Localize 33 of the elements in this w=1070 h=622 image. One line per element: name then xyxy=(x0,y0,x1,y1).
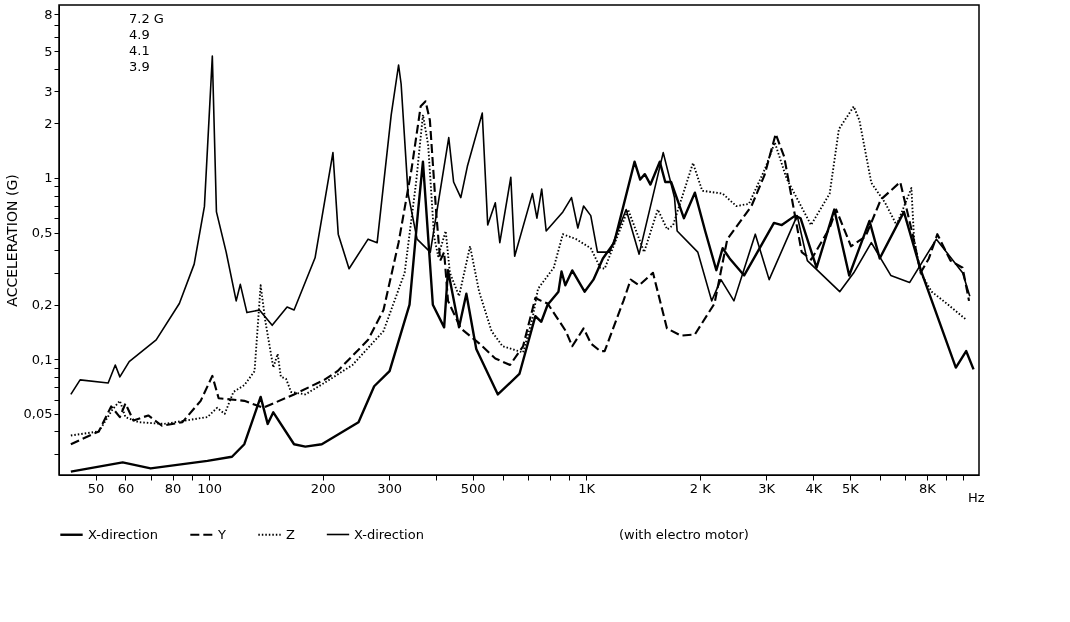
x-tick-label: 2 K xyxy=(689,480,712,496)
x-tick-label: 8K xyxy=(918,480,937,496)
annotation: 4.1 xyxy=(129,43,150,58)
x-axis-title: Hz xyxy=(967,489,985,505)
y-tick-label: 0,1 xyxy=(31,351,53,367)
x-tick-label: 300 xyxy=(377,480,402,496)
y-tick-label: 5 xyxy=(44,43,53,59)
x-tick-label: 50 xyxy=(87,480,105,496)
y-tick-label: 0,05 xyxy=(23,406,53,422)
y-axis-title: ACCELERATION (G) xyxy=(3,174,20,307)
y-tick-label: 2 xyxy=(44,115,53,131)
y-tick-label: 3 xyxy=(44,84,53,99)
legend-label: Y xyxy=(217,526,226,542)
y-tick-label: 8 xyxy=(44,6,53,22)
x-tick-label: 100 xyxy=(197,480,222,496)
text: (with electro motor) xyxy=(619,527,749,542)
legend-label: Z xyxy=(286,526,295,542)
legend-label: X-direction xyxy=(354,526,424,542)
x-tick-label: 60 xyxy=(117,480,135,496)
y-tick-label: 0,5 xyxy=(31,225,53,241)
x-tick-label: 5K xyxy=(841,480,860,496)
x-tick-label: 3K xyxy=(758,480,776,496)
y-tick-label: 1 xyxy=(44,170,53,186)
annotation: 4.9 xyxy=(129,27,150,42)
annotation: 7.2 G xyxy=(129,11,164,26)
annotation: 3.9 xyxy=(129,59,150,74)
x-tick-label: 200 xyxy=(310,480,336,496)
x-tick-label: 4K xyxy=(805,480,823,496)
x-tick-label: 80 xyxy=(164,480,182,496)
legend-label: X-direction xyxy=(88,526,158,542)
x-tick-label: 1K xyxy=(578,480,596,496)
y-tick-label: 0,2 xyxy=(31,297,53,313)
x-tick-label: 500 xyxy=(460,480,486,496)
